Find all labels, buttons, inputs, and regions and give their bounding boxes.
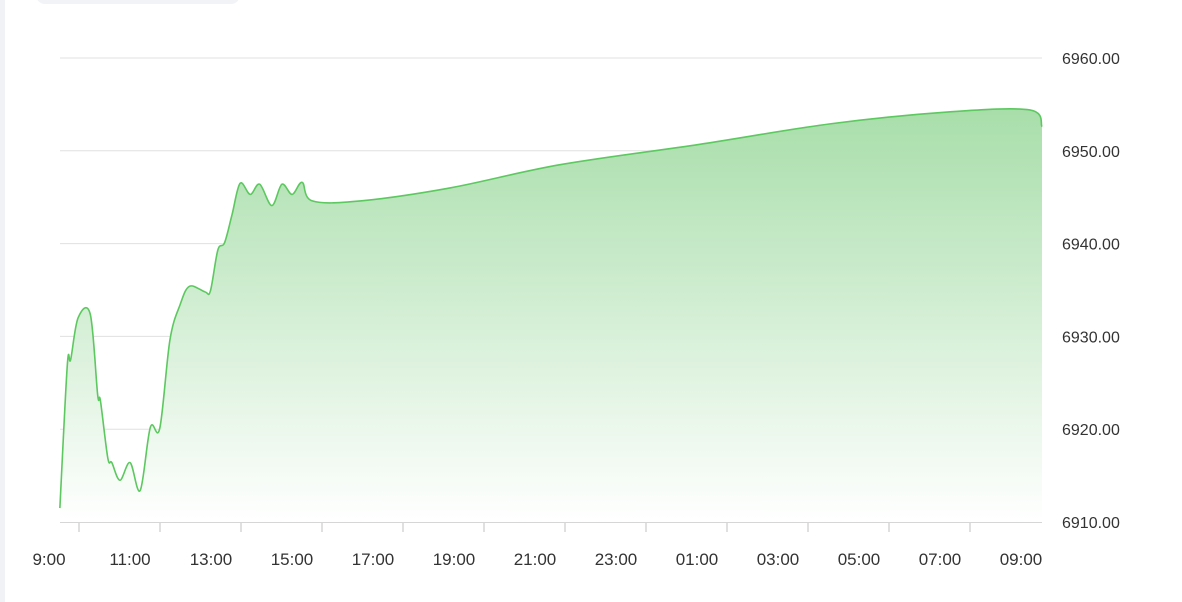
x-tick-label: 9:00	[32, 550, 65, 569]
y-tick-label: 6940.00	[1062, 237, 1120, 254]
y-tick-label: 6950.00	[1062, 144, 1120, 161]
y-tick-label: 6920.00	[1062, 422, 1120, 439]
y-tick-label: 6930.00	[1062, 329, 1120, 346]
top-toolbar-pill[interactable]	[36, 0, 240, 4]
x-tick-label: 19:00	[433, 550, 476, 569]
x-tick-label: 21:00	[514, 550, 557, 569]
left-panel-edge	[0, 0, 5, 602]
y-tick-label: 6910.00	[1062, 515, 1120, 532]
x-tick-label: 17:00	[352, 550, 395, 569]
y-tick-label: 6960.00	[1062, 51, 1120, 68]
x-tick-label: 05:00	[838, 550, 881, 569]
x-tick-label: 01:00	[676, 550, 719, 569]
series-line	[59, 108, 1043, 509]
x-tick-label: 11:00	[109, 550, 150, 569]
x-tick-label: 15:00	[271, 550, 314, 569]
area-fill	[59, 108, 1042, 523]
x-tick-label: 23:00	[595, 550, 638, 569]
x-tick-label: 03:00	[757, 550, 800, 569]
x-tick-label: 09:00	[1000, 550, 1043, 569]
x-tick-label: 07:00	[919, 550, 962, 569]
x-tick-label: 13:00	[190, 550, 233, 569]
